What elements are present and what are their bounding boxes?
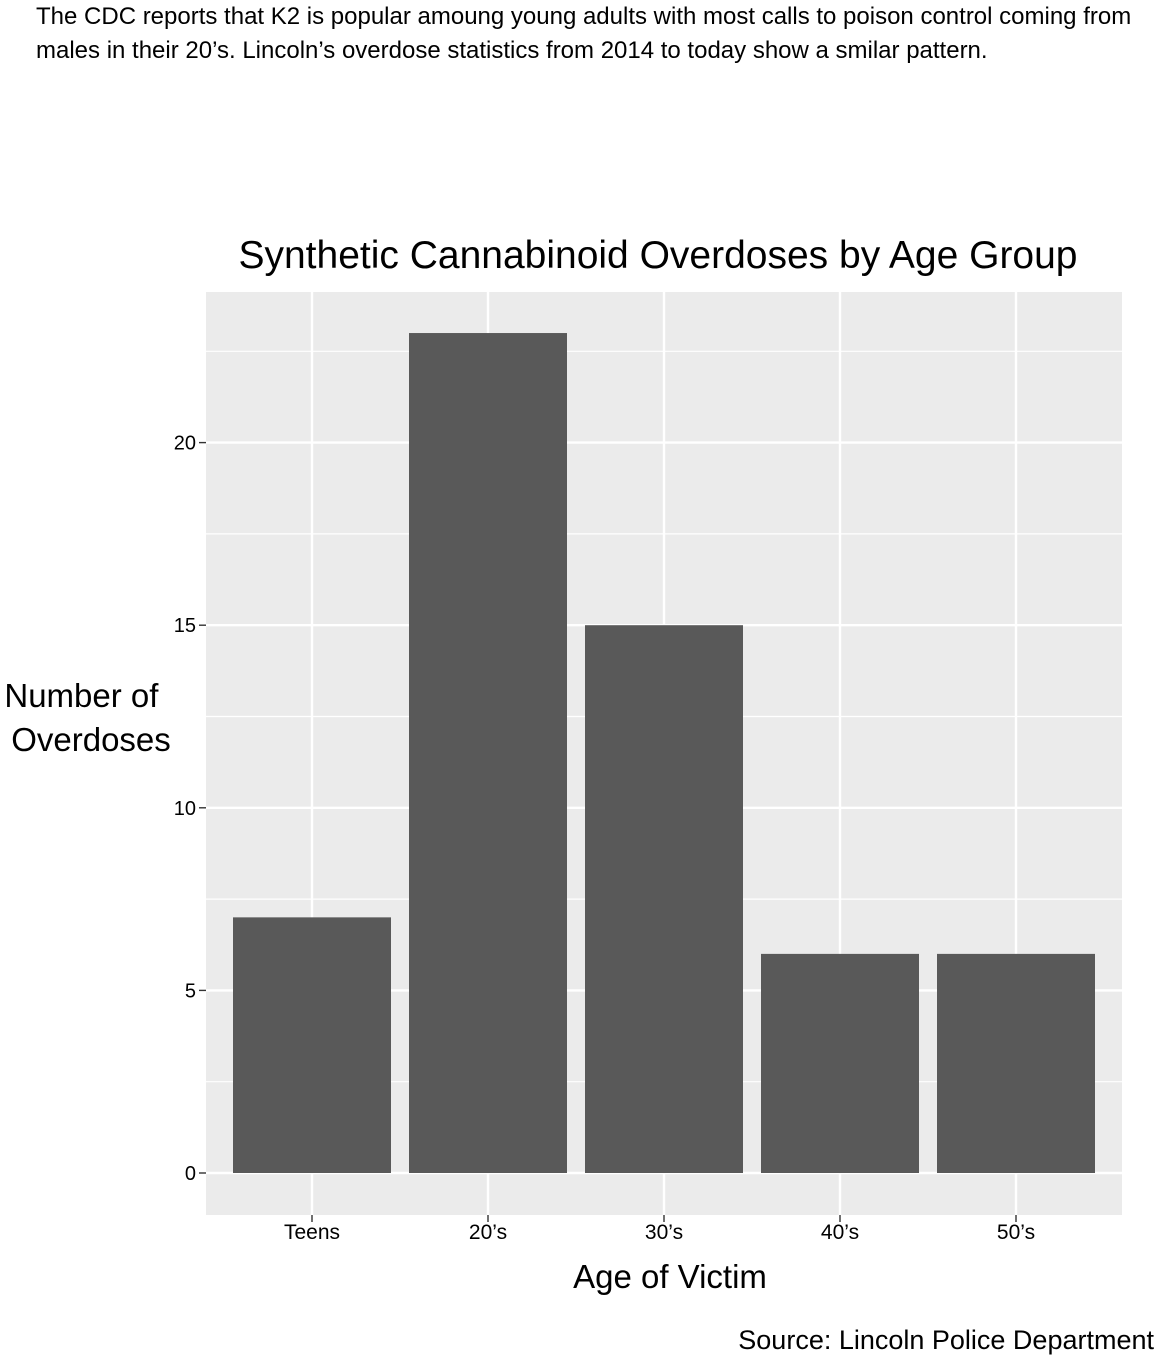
y-axis-title: Number of Overdoses bbox=[4, 677, 170, 758]
y-tick-label: 20 bbox=[174, 433, 196, 455]
y-tick-label: 10 bbox=[174, 798, 196, 820]
x-axis-title: Age of Victim bbox=[573, 1258, 767, 1295]
x-axis: Teens 20’s 30’s 40’s 50’s bbox=[284, 1215, 1035, 1244]
y-tick-label: 15 bbox=[174, 615, 196, 637]
x-tick-label: 20’s bbox=[469, 1221, 507, 1244]
bar-2 bbox=[409, 333, 567, 1173]
y-axis-title-line-2: Overdoses bbox=[11, 721, 171, 758]
y-axis: 0 5 10 15 20 bbox=[174, 433, 206, 1185]
y-tick-label: 5 bbox=[185, 980, 196, 1002]
x-tick-label: 50’s bbox=[997, 1221, 1035, 1244]
source-credit: Source: Lincoln Police Department bbox=[738, 1325, 1154, 1355]
x-tick-label: Teens bbox=[284, 1221, 340, 1244]
intro-paragraph: The CDC reports that K2 is popular amoun… bbox=[36, 3, 1132, 64]
x-tick-label: 30’s bbox=[645, 1221, 683, 1244]
bar-3 bbox=[585, 625, 743, 1173]
bar-1 bbox=[233, 917, 391, 1173]
bars bbox=[233, 333, 1095, 1173]
y-axis-title-line-1: Number of bbox=[4, 677, 159, 714]
chart-title: Synthetic Cannabinoid Overdoses by Age G… bbox=[238, 234, 1077, 277]
bar-4 bbox=[761, 953, 919, 1173]
x-tick-label: 40’s bbox=[821, 1221, 859, 1244]
bar-5 bbox=[937, 953, 1095, 1173]
y-tick-label: 0 bbox=[185, 1163, 196, 1185]
